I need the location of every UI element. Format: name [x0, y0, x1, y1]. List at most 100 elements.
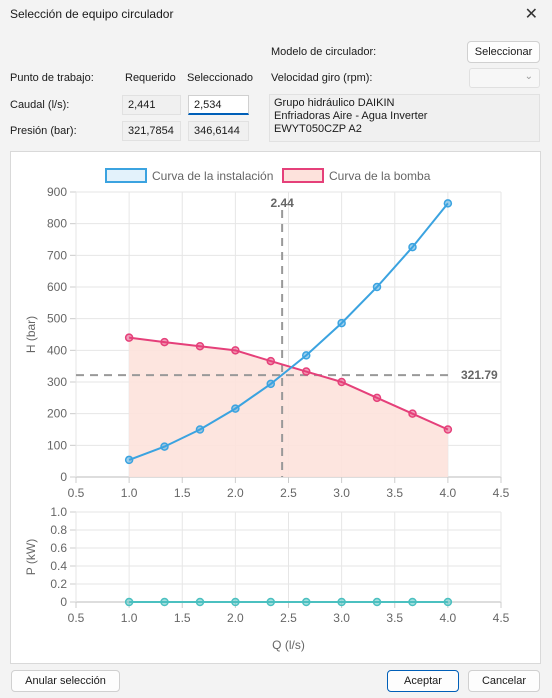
pump-series-point — [266, 356, 276, 366]
pump-series-point — [301, 367, 311, 376]
pump-series-point — [195, 341, 205, 351]
pump-series-point — [124, 333, 134, 342]
y-tick-label: 200 — [47, 407, 67, 421]
power-series-point — [408, 597, 417, 607]
window-title: Selección de equipo circulador — [10, 7, 174, 21]
modelo-label: Modelo de circulador: — [271, 46, 377, 58]
y-axis-label: P (kW) — [24, 539, 38, 575]
y-tick-label: 0.2 — [50, 577, 67, 591]
x-tick-label: 4.0 — [440, 486, 457, 500]
pump-series-line — [129, 336, 449, 431]
power-series-point — [337, 597, 346, 607]
pump-series-point — [443, 425, 453, 434]
power-series-point — [231, 597, 240, 607]
installation-series-line — [128, 202, 449, 461]
x-tick-label: 3.0 — [333, 486, 350, 500]
y-tick-label: 800 — [47, 217, 67, 231]
caudal-requerido-field: 2,441 — [122, 95, 181, 115]
y-tick-label: 0.8 — [50, 523, 67, 537]
anular-seleccion-button[interactable]: Anular selección — [11, 670, 120, 692]
y-tick-label: 500 — [47, 312, 67, 326]
power-series-point — [372, 597, 382, 607]
x-tick-label: 3.0 — [333, 611, 350, 625]
cancelar-button[interactable]: Cancelar — [468, 670, 540, 692]
installation-series-point — [231, 404, 240, 413]
x-tick-label: 3.5 — [386, 486, 403, 500]
x-tick-label: 0.5 — [68, 486, 85, 500]
power-series-point — [195, 597, 205, 607]
installation-series-point — [266, 379, 276, 389]
installation-series-point — [337, 318, 346, 328]
seleccionar-button[interactable]: Seleccionar — [467, 41, 540, 63]
pump-area — [129, 337, 448, 477]
y-tick-label: 900 — [47, 185, 67, 199]
y-tick-label: 0.6 — [50, 541, 67, 555]
x-tick-label: 4.5 — [493, 611, 510, 625]
pump-series-point — [231, 346, 240, 355]
pump-series-point — [337, 377, 346, 387]
y-axis-label: H (bar) — [24, 316, 38, 353]
seleccionado-header: Seleccionado — [187, 72, 254, 84]
y-tick-label: 700 — [47, 248, 67, 262]
presion-seleccionado-field: 346,6144 — [188, 121, 249, 141]
x-tick-label: 1.5 — [174, 611, 191, 625]
y-tick-label: 100 — [47, 438, 67, 452]
x-tick-label: 1.5 — [174, 486, 191, 500]
x-axis-label: Q (l/s) — [272, 638, 305, 652]
x-tick-label: 4.5 — [493, 486, 510, 500]
installation-series-point — [408, 242, 417, 252]
installation-series-point — [124, 455, 134, 465]
legend-label: Curva de la instalación — [152, 169, 273, 183]
equipo-line: EWYT050CZP A2 — [274, 123, 362, 135]
close-icon[interactable]: ✕ — [524, 6, 538, 23]
power-series-point — [443, 597, 453, 607]
x-tick-label: 1.0 — [121, 486, 138, 500]
punto-trabajo-label: Punto de trabajo: — [10, 72, 94, 84]
x-tick-label: 2.5 — [280, 611, 297, 625]
installation-series-point — [301, 351, 311, 360]
y-tick-label: 0 — [60, 595, 67, 609]
power-series-point — [124, 597, 134, 607]
presion-label: Presión (bar): — [10, 125, 77, 137]
pump-series-point — [160, 337, 169, 347]
power-series-point — [266, 597, 276, 607]
pump-series-point — [372, 393, 382, 403]
power-series-point — [160, 597, 169, 607]
installation-series-point — [372, 282, 382, 292]
legend-label: Curva de la bomba — [329, 169, 431, 183]
aceptar-button[interactable]: Aceptar — [387, 670, 459, 692]
caudal-seleccionado-input[interactable]: 2,534 — [188, 95, 249, 115]
legend-swatch — [282, 168, 324, 183]
x-tick-label: 2.0 — [227, 486, 244, 500]
y-tick-label: 400 — [47, 343, 67, 357]
y-tick-label: 300 — [47, 375, 67, 389]
x-tick-label: 0.5 — [68, 611, 85, 625]
x-tick-label: 3.5 — [386, 611, 403, 625]
y-tick-label: 1.0 — [50, 505, 67, 519]
legend-swatch — [105, 168, 147, 183]
presion-requerido-field: 321,7854 — [122, 121, 181, 141]
equipo-line: Grupo hidráulico DAIKIN — [274, 97, 395, 109]
chart-panel: 0 100 200 300 400 500 600 700 800 900 0.5 1.0 1.5 2.0… — [10, 151, 541, 664]
equipo-line: Enfriadoras Aire - Agua Inverter — [274, 110, 428, 122]
installation-series-point — [443, 199, 453, 208]
installation-series-point — [195, 425, 205, 434]
equipo-info-box: Grupo hidráulico DAIKIN Enfriadoras Aire… — [269, 94, 540, 142]
x-tick-label: 2.5 — [280, 486, 297, 500]
y-tick-label: 0 — [60, 470, 67, 484]
caudal-label: Caudal (l/s): — [10, 99, 70, 111]
chevron-down-icon: ⌄ — [524, 71, 533, 82]
x-tick-label: 2.0 — [227, 611, 244, 625]
pump-series-point — [408, 409, 417, 418]
y-tick-label: 600 — [47, 280, 67, 294]
power-series-point — [301, 597, 311, 607]
x-marker-label: 2.44 — [270, 196, 294, 210]
y-marker-label: 321.79 — [461, 368, 498, 382]
requerido-header: Requerido — [125, 72, 176, 84]
x-tick-label: 4.0 — [440, 611, 457, 625]
installation-series-point — [160, 442, 169, 451]
velocidad-select[interactable]: ⌄ — [469, 68, 540, 88]
x-tick-label: 1.0 — [121, 611, 138, 625]
y-tick-label: 0.4 — [50, 559, 67, 573]
